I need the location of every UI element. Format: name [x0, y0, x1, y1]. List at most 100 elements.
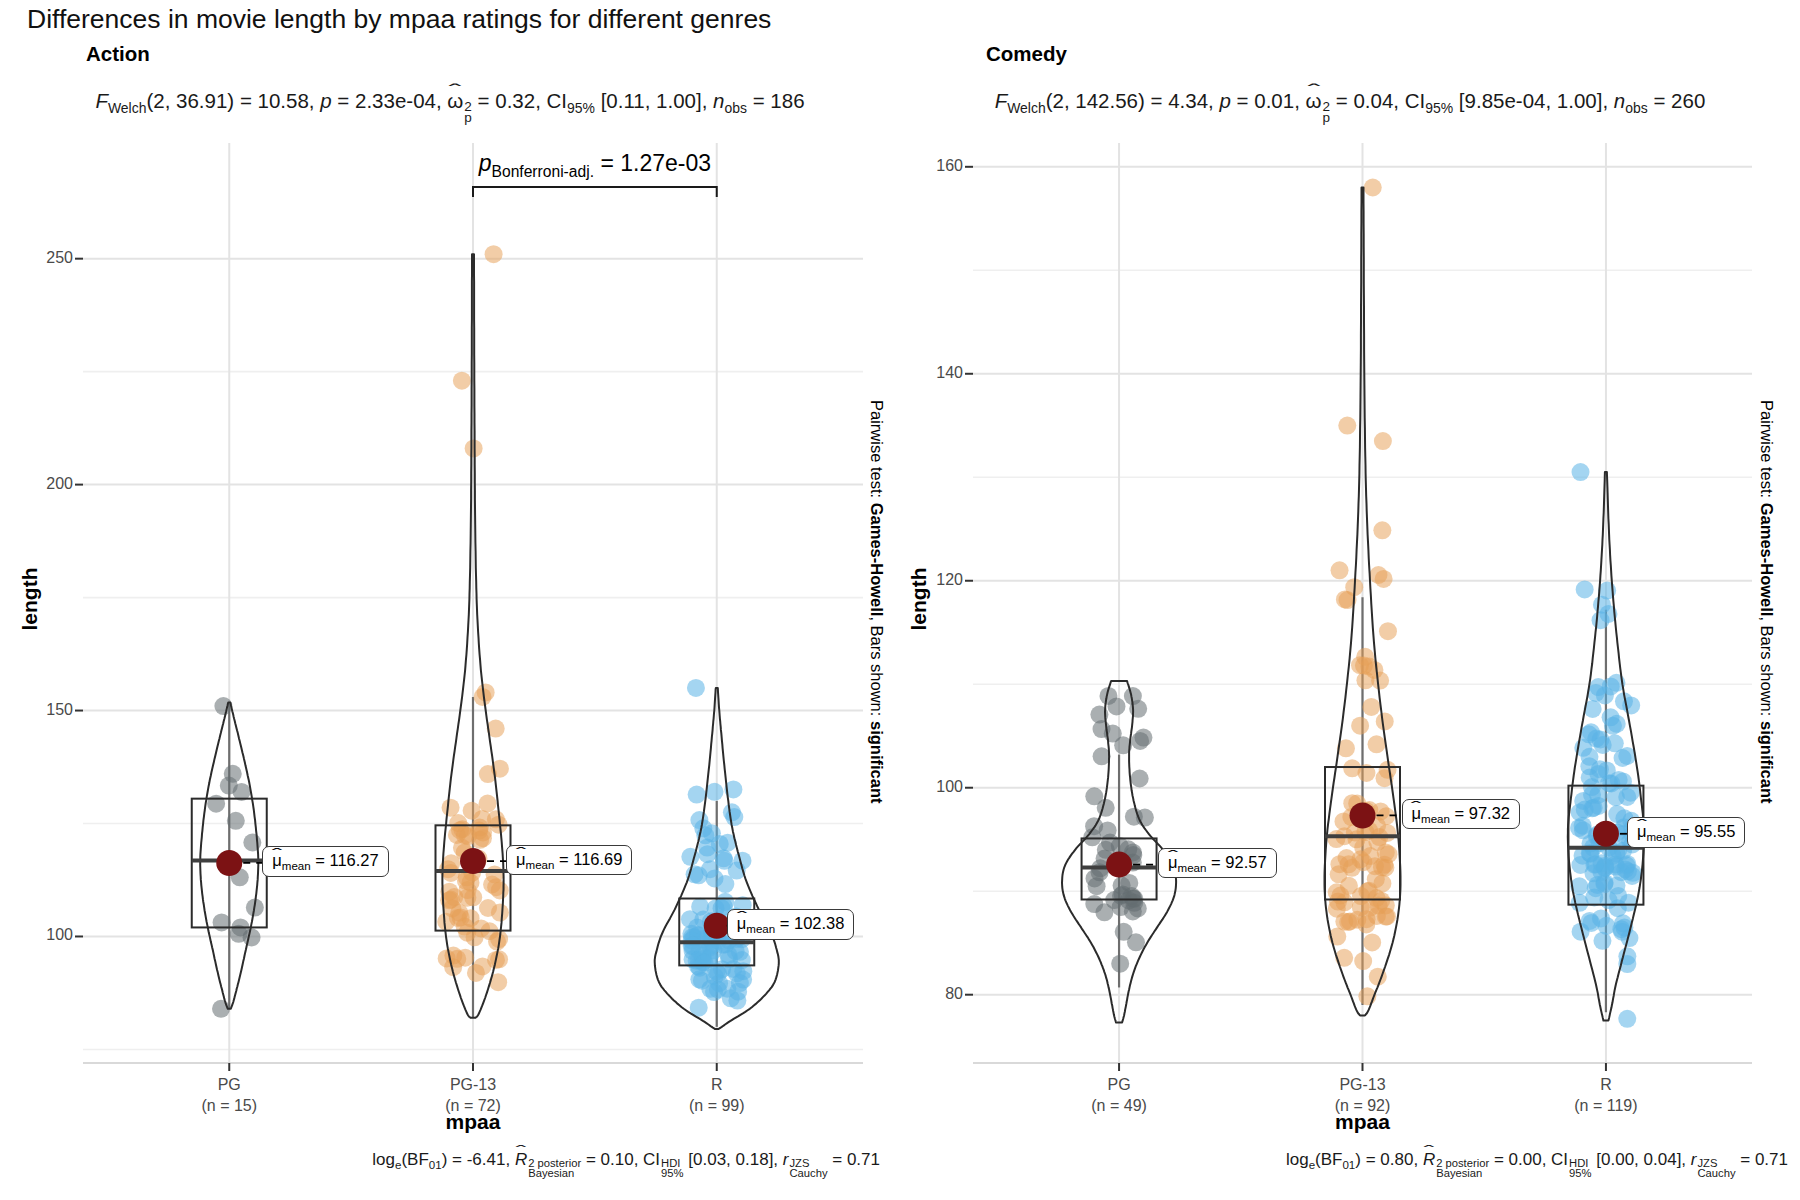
data-point — [1379, 845, 1397, 863]
data-point — [207, 795, 225, 813]
figure: Differences in movie length by mpaa rati… — [0, 0, 1800, 1200]
data-point — [485, 245, 503, 263]
data-point — [688, 919, 706, 937]
data-point — [243, 928, 261, 946]
data-point — [1358, 882, 1376, 900]
data-point — [716, 852, 734, 870]
y-tick-label: 200 — [25, 475, 73, 493]
data-point — [442, 799, 460, 817]
data-point — [1343, 759, 1361, 777]
data-point — [1112, 898, 1130, 916]
data-point — [1591, 760, 1609, 778]
data-point — [1127, 933, 1145, 951]
data-point — [479, 899, 497, 917]
data-point — [1363, 933, 1381, 951]
x-tick-Action-R: R(n = 99) — [647, 1074, 787, 1116]
data-point — [474, 829, 492, 847]
data-point — [488, 933, 506, 951]
subtitle-action: FWelch(2, 36.91) = 10.58, p = 2.33e-04, … — [0, 89, 900, 123]
subtitle-comedy: FWelch(2, 142.56) = 4.34, p = 0.01, ˆω2p… — [900, 89, 1800, 123]
data-point — [1602, 677, 1620, 695]
data-point — [709, 965, 727, 983]
data-point — [1593, 596, 1611, 614]
mean-dot-PG — [1106, 852, 1132, 878]
data-point — [1374, 432, 1392, 450]
data-point — [698, 839, 716, 857]
mean-dot-PG-13 — [1350, 802, 1376, 828]
data-point — [1351, 717, 1369, 735]
data-point — [1623, 867, 1641, 885]
significance-bracket — [473, 187, 717, 197]
caption-comedy: loge(BF01) = 0.80, ˆR2 posteriorBayesian… — [900, 1150, 1788, 1178]
caption-action: loge(BF01) = -6.41, ˆR2 posteriorBayesia… — [0, 1150, 880, 1178]
panel-title-action: Action — [86, 42, 150, 66]
group-Comedy-PG-13 — [1325, 178, 1402, 1071]
data-point — [1369, 566, 1387, 584]
x-axis-title: mpaa — [1303, 1110, 1423, 1134]
data-point — [688, 786, 706, 804]
y-tick-label: 80 — [915, 985, 963, 1003]
y-tick-label: 160 — [915, 157, 963, 175]
data-point — [1354, 952, 1372, 970]
mean-label-Action-PG: ˆμmean = 116.27 — [262, 846, 388, 876]
data-point — [1362, 698, 1380, 716]
plot-canvas — [0, 0, 1800, 1200]
data-point — [1592, 909, 1610, 927]
data-point — [449, 814, 467, 832]
data-point — [728, 992, 746, 1010]
data-point — [1593, 932, 1611, 950]
data-point — [1327, 830, 1345, 848]
data-point — [1364, 178, 1382, 196]
mean-dot-R — [1593, 821, 1619, 847]
x-tick-Comedy-PG: PG(n = 49) — [1049, 1074, 1189, 1116]
data-point — [457, 872, 475, 890]
data-point — [1085, 895, 1103, 913]
data-point — [1373, 521, 1391, 539]
data-point — [1572, 463, 1590, 481]
data-point — [438, 949, 456, 967]
mean-label-Action-R: ˆμmean = 102.38 — [727, 909, 855, 939]
data-point — [1331, 561, 1349, 579]
data-point — [443, 899, 461, 917]
data-point — [1576, 580, 1594, 598]
data-point — [1368, 735, 1386, 753]
data-point — [1592, 611, 1610, 629]
data-point — [474, 957, 492, 975]
data-point — [463, 802, 481, 820]
figure-title: Differences in movie length by mpaa rati… — [27, 4, 771, 35]
data-point — [1588, 876, 1606, 894]
mean-label-Comedy-R: ˆμmean = 95.55 — [1627, 817, 1746, 847]
data-point — [214, 697, 232, 715]
y-axis-title: length — [907, 539, 931, 659]
data-point — [1343, 859, 1361, 877]
x-axis-title: mpaa — [413, 1110, 533, 1134]
mean-dot-R — [704, 913, 730, 939]
data-point — [1338, 417, 1356, 435]
data-point — [1618, 1010, 1636, 1028]
x-tick-Action-PG: PG(n = 15) — [159, 1074, 299, 1116]
y-tick-label: 150 — [25, 701, 73, 719]
data-point — [716, 893, 734, 911]
y-tick-label: 100 — [915, 778, 963, 796]
data-point — [1614, 749, 1632, 767]
data-point — [1614, 772, 1632, 790]
data-point — [1607, 877, 1625, 895]
data-point — [464, 888, 482, 906]
data-point — [213, 913, 231, 931]
bracket-label: pBonferroni-adj. = 1.27e-03 — [425, 150, 765, 181]
data-point — [1594, 736, 1612, 754]
data-point — [1335, 893, 1353, 911]
mean-label-Comedy-PG: ˆμmean = 92.57 — [1158, 848, 1277, 878]
y-tick-label: 140 — [915, 364, 963, 382]
pairwise-note: Pairwise test: Games-Howell, Bars shown:… — [1757, 400, 1776, 803]
data-point — [1131, 770, 1149, 788]
data-point — [1604, 717, 1622, 735]
data-point — [456, 949, 474, 967]
y-tick-label: 100 — [25, 926, 73, 944]
data-point — [1574, 792, 1592, 810]
data-point — [479, 794, 497, 812]
data-point — [687, 679, 705, 697]
data-point — [1357, 915, 1375, 933]
data-point — [1134, 729, 1152, 747]
data-point — [1354, 839, 1372, 857]
